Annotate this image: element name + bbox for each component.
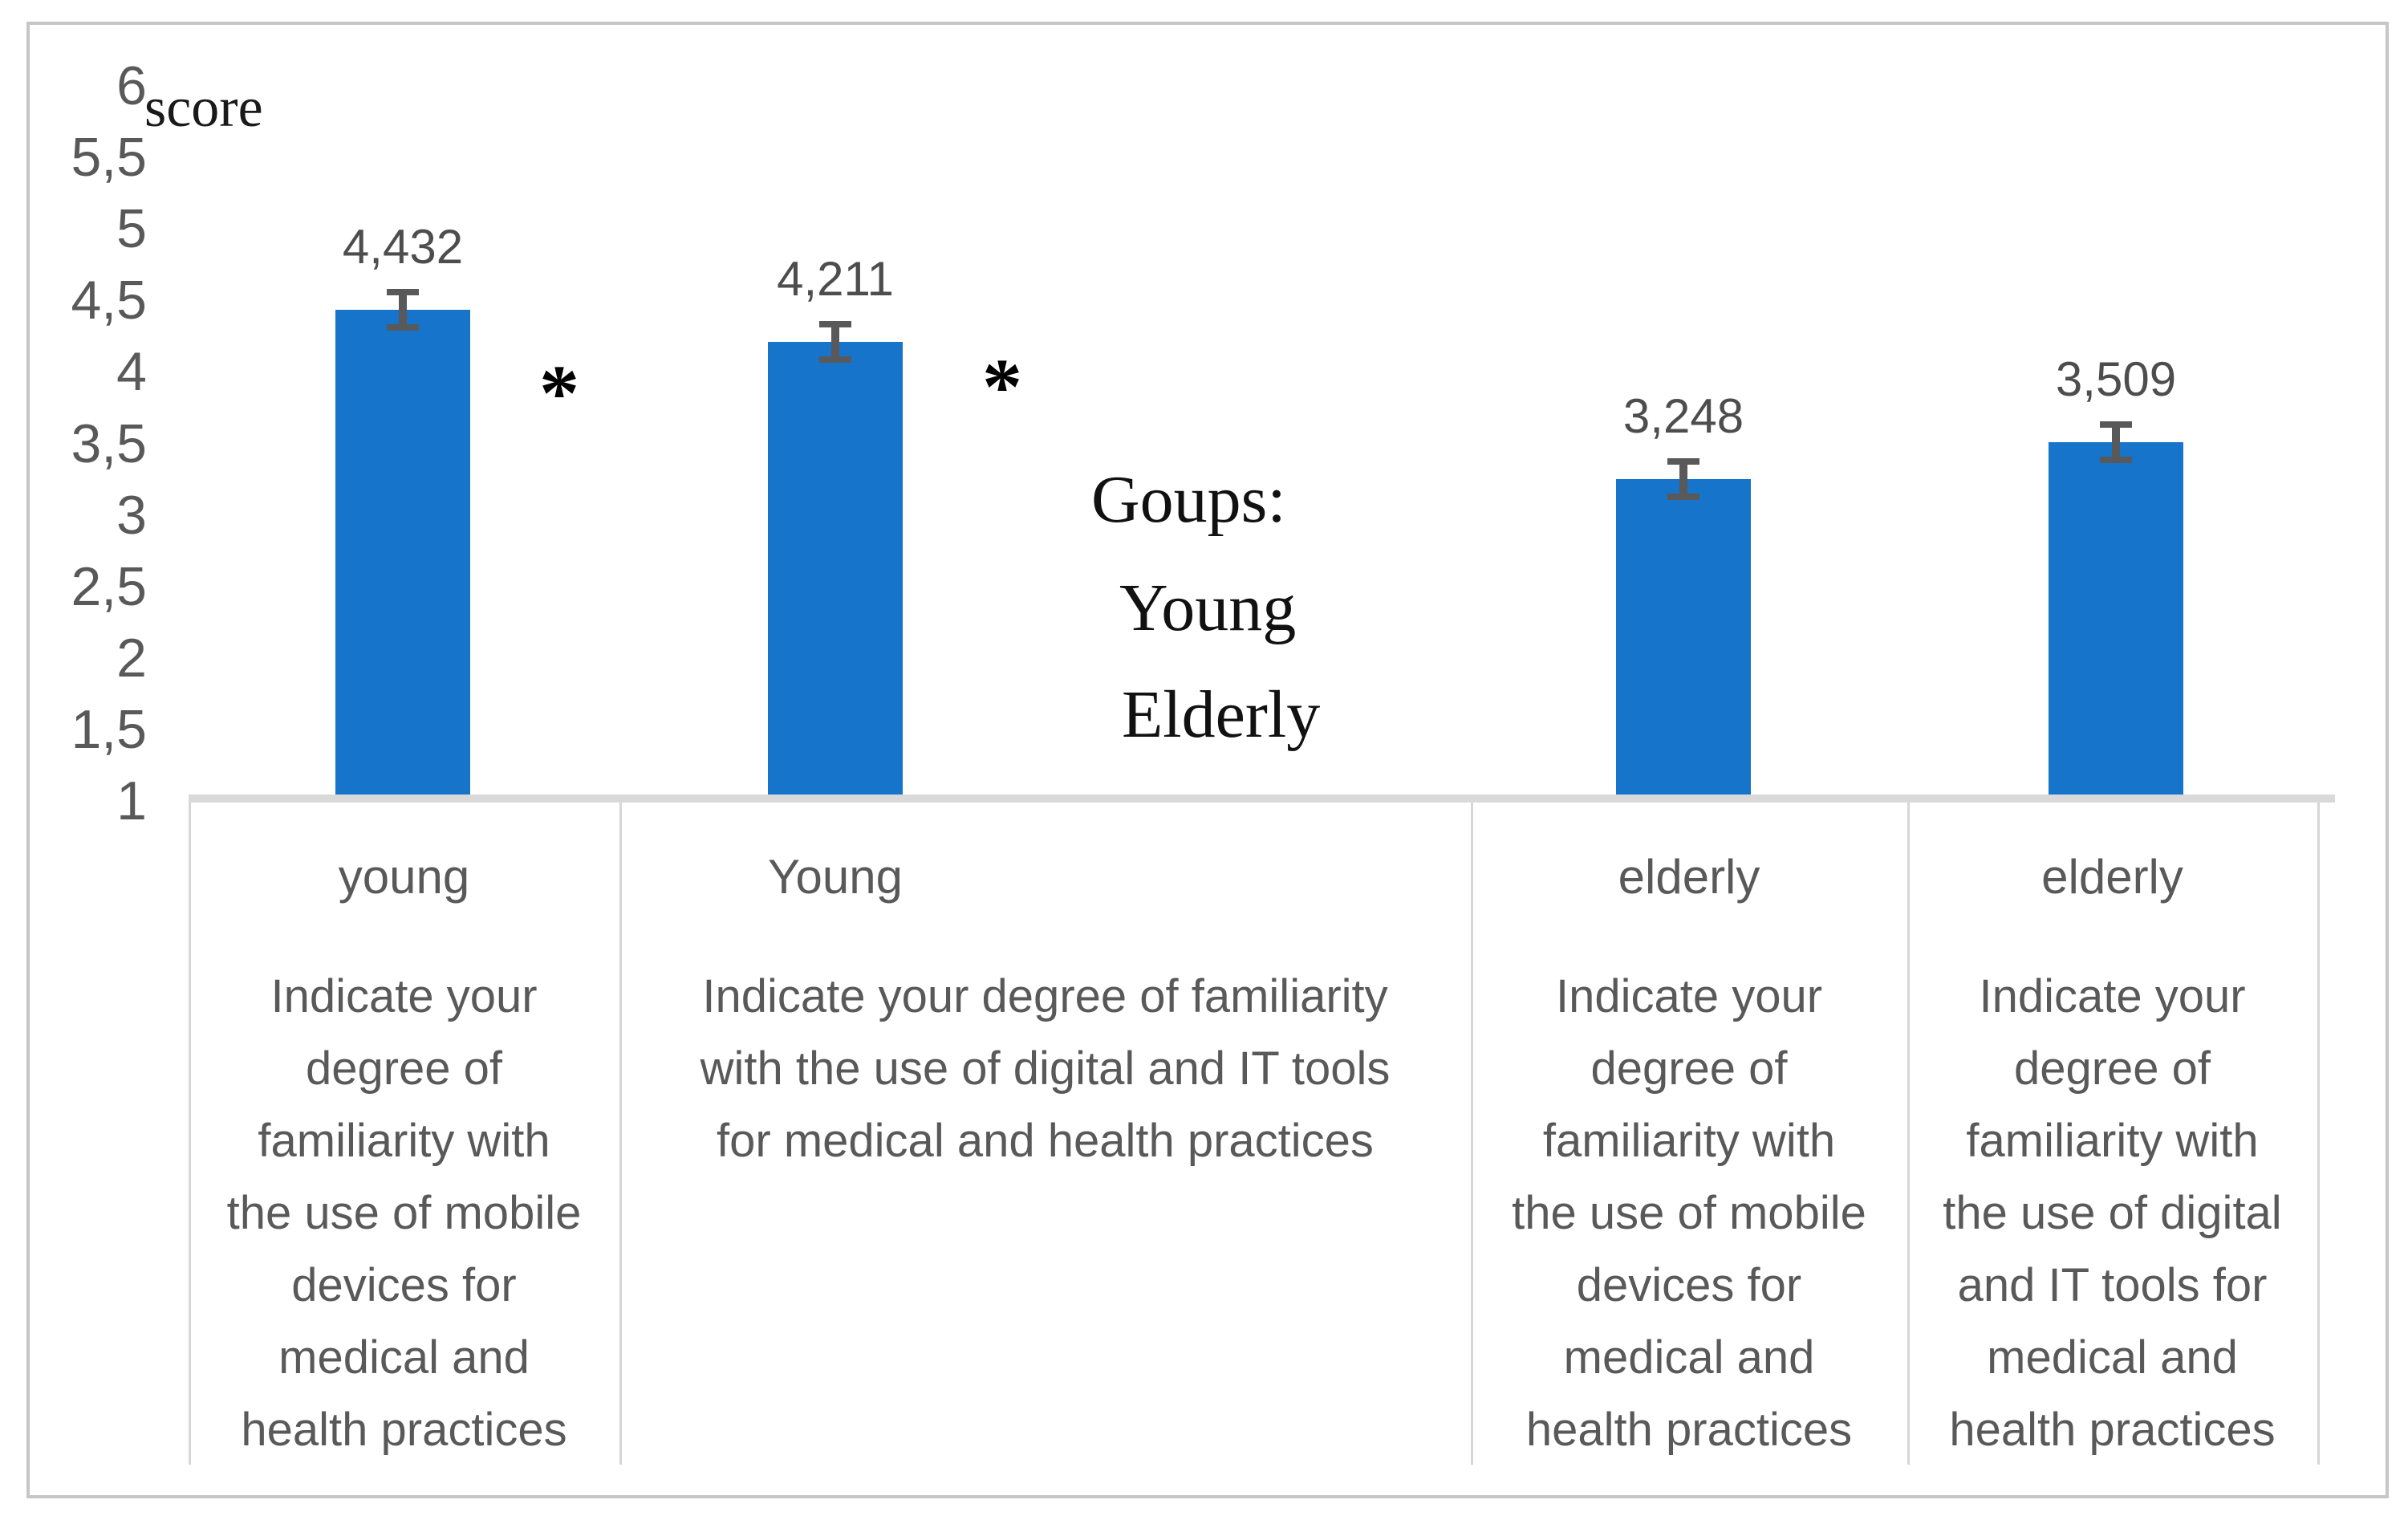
legend-item-young: Young: [1119, 571, 1297, 645]
category-group-label: elderly: [1618, 850, 1760, 904]
category-question-line: medical and: [1987, 1331, 2238, 1384]
bar: [768, 341, 903, 803]
error-bar-cap: [387, 289, 419, 296]
table-border: [189, 803, 191, 1465]
category-question-line: degree of: [305, 1042, 503, 1095]
category-question-line: medical and: [1563, 1331, 1815, 1384]
category-question-line: health practices: [241, 1404, 567, 1456]
category-question-line: devices for: [1576, 1259, 1802, 1311]
bar: [1616, 479, 1751, 803]
y-tick-label: 3: [116, 484, 147, 546]
value-label: 4,432: [342, 220, 464, 274]
category-question-line: devices for: [291, 1259, 517, 1311]
category-question-line: familiarity with: [1966, 1115, 2259, 1167]
category-question-line: health practices: [1525, 1404, 1853, 1456]
bar: [335, 310, 470, 803]
error-bar-cap: [387, 324, 419, 331]
category-question-line: the use of mobile: [1512, 1187, 1866, 1239]
value-label: 3,248: [1622, 389, 1744, 444]
category-axis-line: [189, 795, 2335, 803]
error-bar-stem: [2112, 427, 2120, 457]
y-tick-label: 2,5: [71, 555, 147, 617]
category-question-line: medical and: [278, 1331, 530, 1384]
category-question-line: familiarity with: [258, 1115, 550, 1167]
error-bar-stem: [1679, 465, 1687, 494]
error-bar-stem: [831, 327, 839, 356]
category-question-line: health practices: [1949, 1404, 2276, 1456]
error-bar-cap: [1667, 494, 1699, 501]
category-question-line: the use of mobile: [226, 1187, 582, 1239]
error-bar-cap: [2100, 456, 2132, 463]
y-tick-label: 1,5: [71, 698, 147, 760]
y-axis-title: score: [144, 77, 263, 139]
error-bar-cap: [819, 320, 851, 327]
bar: [2049, 441, 2183, 803]
y-tick-label: 4: [116, 341, 147, 403]
category-question-line: degree of: [2013, 1042, 2211, 1095]
category-question-line: for medical and health practices: [717, 1115, 1374, 1167]
value-label: 3,509: [2055, 352, 2177, 406]
y-tick-label: 5,5: [71, 127, 147, 189]
category-question-line: with the use of digital and IT tools: [700, 1042, 1391, 1095]
table-border: [1471, 803, 1473, 1465]
error-bar-stem: [399, 295, 407, 325]
y-tick-label: 2: [116, 627, 147, 689]
y-tick-label: 5: [116, 198, 147, 260]
table-border: [2317, 803, 2320, 1465]
category-group-label: young: [338, 850, 470, 904]
category-question-line: Indicate your: [1979, 970, 2246, 1022]
legend-item-elderly: Elderly: [1122, 677, 1321, 752]
table-border: [1907, 803, 1910, 1465]
y-tick-label: 3,5: [71, 413, 147, 474]
error-bar-cap: [1667, 458, 1699, 465]
category-group-label: elderly: [2041, 850, 2183, 904]
significance-asterisk: *: [982, 342, 1022, 431]
category-question-line: and IT tools for: [1957, 1259, 2268, 1311]
value-label: 4,211: [777, 251, 894, 306]
error-bar-cap: [819, 356, 851, 363]
category-question-line: the use of digital: [1943, 1187, 2282, 1239]
category-question-line: Indicate your: [1555, 970, 1823, 1022]
category-group-label: Young: [768, 850, 903, 904]
y-tick-label: 1: [116, 770, 147, 831]
category-question-line: Indicate your: [270, 970, 538, 1022]
legend-title: Goups:: [1091, 462, 1286, 537]
error-bar-cap: [2100, 421, 2132, 428]
table-border: [619, 803, 622, 1465]
category-question-line: familiarity with: [1542, 1115, 1836, 1167]
significance-asterisk: *: [539, 348, 579, 437]
y-tick-label: 4,5: [71, 270, 147, 331]
y-tick-label: 6: [116, 55, 147, 116]
category-question-line: degree of: [1590, 1042, 1788, 1095]
category-question-line: Indicate your degree of familiarity: [702, 970, 1388, 1022]
